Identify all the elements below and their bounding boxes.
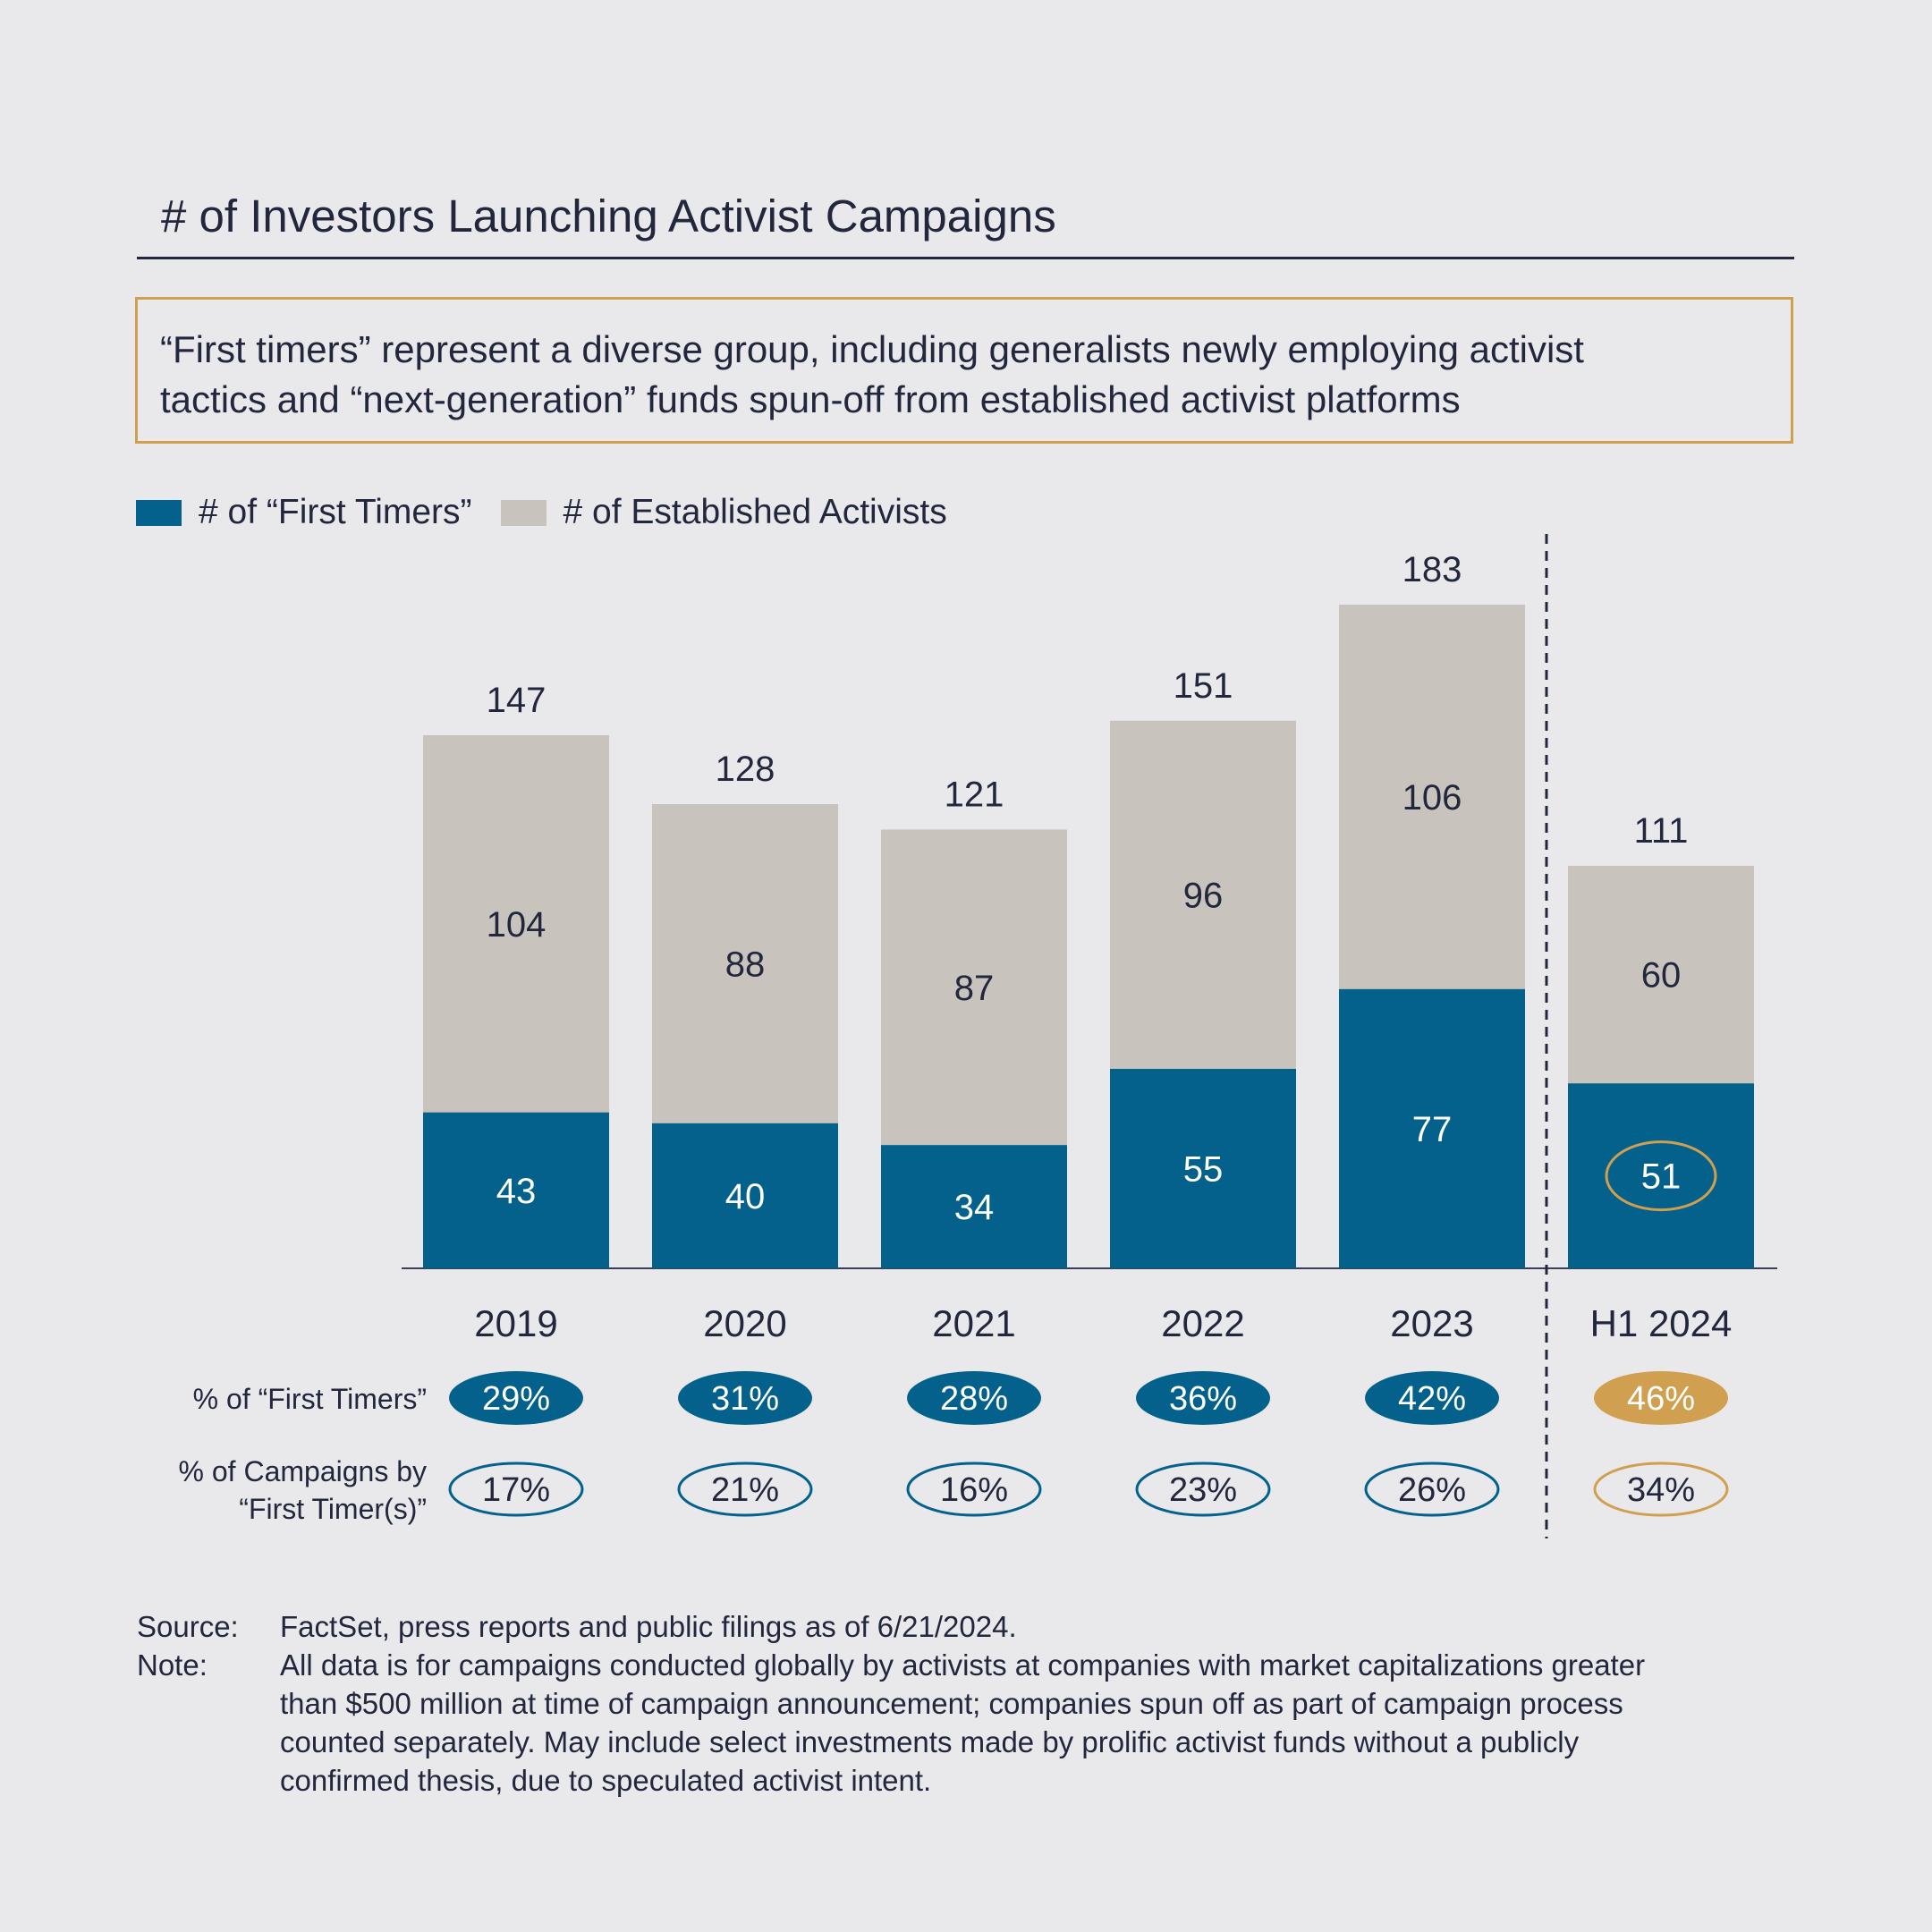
pct-first-timers-value: 46% <box>1627 1380 1695 1418</box>
bar-first-timers <box>1568 1083 1754 1268</box>
legend-item-first-timers: # of “First Timers” <box>136 493 472 532</box>
first-timers-value-label: 40 <box>725 1177 766 1216</box>
pct-campaigns-pill <box>1364 1462 1500 1517</box>
pct-first-timers-pill <box>907 1371 1041 1425</box>
category-label: 2019 <box>474 1302 557 1344</box>
established-value-label: 88 <box>725 945 766 984</box>
source-label: Source: <box>137 1610 239 1643</box>
source-text: FactSet, press reports and public filing… <box>280 1610 1017 1643</box>
note-line: counted separately. May include select i… <box>280 1725 1580 1758</box>
note-line: All data is for campaigns conducted glob… <box>280 1648 1646 1682</box>
established-value-label: 104 <box>487 905 547 945</box>
legend-item-established: # of Established Activists <box>500 493 947 532</box>
pct-first-timers-value: 31% <box>711 1380 779 1418</box>
total-label: 183 <box>1402 550 1462 589</box>
pct-campaigns-value: 16% <box>940 1471 1008 1509</box>
bar-established <box>881 829 1067 1146</box>
first-timers-value-label: 34 <box>954 1188 995 1227</box>
pct-first-timers-pill <box>1136 1371 1270 1425</box>
first-timers-value-label: 77 <box>1412 1110 1453 1149</box>
note-row: Note: All data is for campaigns conducte… <box>137 1646 1917 1800</box>
note-line: confirmed thesis, due to speculated acti… <box>280 1764 932 1797</box>
pct-campaigns-value: 34% <box>1627 1471 1695 1509</box>
callout-box: “First timers” represent a diverse group… <box>135 297 1793 444</box>
pct-campaigns-value: 23% <box>1169 1471 1237 1509</box>
row-label-pct-campaigns-line1: % of Campaigns by <box>179 1455 427 1487</box>
bar-first-timers <box>881 1145 1067 1268</box>
legend-label: # of “First Timers” <box>199 493 472 531</box>
total-label: 121 <box>945 775 1004 814</box>
category-label: 2022 <box>1161 1302 1244 1344</box>
pct-first-timers-value: 36% <box>1169 1380 1237 1418</box>
bar-established <box>652 804 838 1123</box>
category-label: 2020 <box>703 1302 786 1344</box>
pct-campaigns-value: 17% <box>482 1471 550 1509</box>
pct-first-timers-pill <box>1594 1371 1728 1425</box>
established-value-label: 96 <box>1183 876 1224 915</box>
callout-line: tactics and “next-generation” funds spun… <box>160 378 1461 420</box>
bar-established <box>1568 865 1754 1084</box>
row-label-pct-first-timers: % of “First Timers” <box>193 1383 427 1415</box>
first-timers-value-label: 51 <box>1641 1157 1682 1197</box>
note-line: than $500 million at time of campaign an… <box>280 1687 1623 1720</box>
category-label: 2023 <box>1390 1302 1473 1344</box>
bar-first-timers <box>1110 1069 1296 1268</box>
pct-campaigns-value: 21% <box>711 1471 779 1509</box>
total-label: 128 <box>716 750 775 789</box>
pct-first-timers-pill <box>678 1371 812 1425</box>
category-label: H1 2024 <box>1590 1302 1733 1344</box>
pct-first-timers-value: 42% <box>1398 1380 1466 1418</box>
note-label: Note: <box>137 1648 208 1682</box>
chart-title: # of Investors Launching Activist Campai… <box>161 191 1056 242</box>
legend-label: # of Established Activists <box>563 493 947 531</box>
bar-established <box>423 735 609 1113</box>
pct-campaigns-pill <box>448 1462 584 1517</box>
pct-first-timers-pill <box>449 1371 583 1425</box>
pct-first-timers-value: 29% <box>482 1380 550 1418</box>
legend-swatch-established <box>500 499 547 526</box>
pct-first-timers-value: 28% <box>940 1380 1008 1418</box>
legend: # of “First Timers” # of Established Act… <box>136 490 976 535</box>
bar-first-timers <box>1339 988 1525 1268</box>
first-timers-value-label: 43 <box>496 1172 537 1211</box>
pct-campaigns-pill <box>1593 1462 1729 1517</box>
note-text: All data is for campaigns conducted glob… <box>280 1646 1917 1800</box>
pct-campaigns-pill <box>677 1462 813 1517</box>
highlight-circle <box>1605 1140 1717 1212</box>
legend-swatch-first-timers <box>136 499 182 526</box>
total-label: 151 <box>1174 666 1233 706</box>
pct-campaigns-value: 26% <box>1398 1471 1466 1509</box>
bar-established <box>1110 720 1296 1070</box>
established-value-label: 87 <box>954 969 995 1008</box>
total-label: 147 <box>487 681 547 720</box>
footer-notes: Source: FactSet, press reports and publi… <box>137 1607 1917 1800</box>
pct-campaigns-pill <box>906 1462 1042 1517</box>
bar-first-timers <box>423 1112 609 1268</box>
bar-first-timers <box>652 1123 838 1268</box>
title-divider <box>137 257 1794 259</box>
pct-campaigns-pill <box>1135 1462 1271 1517</box>
total-label: 111 <box>1634 811 1689 851</box>
row-label-pct-campaigns-line2: “First Timer(s)” <box>239 1493 427 1525</box>
bar-established <box>1339 605 1525 989</box>
source-row: Source: FactSet, press reports and publi… <box>137 1607 1917 1646</box>
callout-line: “First timers” represent a diverse group… <box>160 328 1584 370</box>
first-timers-value-label: 55 <box>1183 1150 1224 1190</box>
established-value-label: 60 <box>1641 956 1682 996</box>
pct-first-timers-pill <box>1365 1371 1499 1425</box>
established-value-label: 106 <box>1402 778 1462 818</box>
category-label: 2021 <box>932 1302 1015 1344</box>
